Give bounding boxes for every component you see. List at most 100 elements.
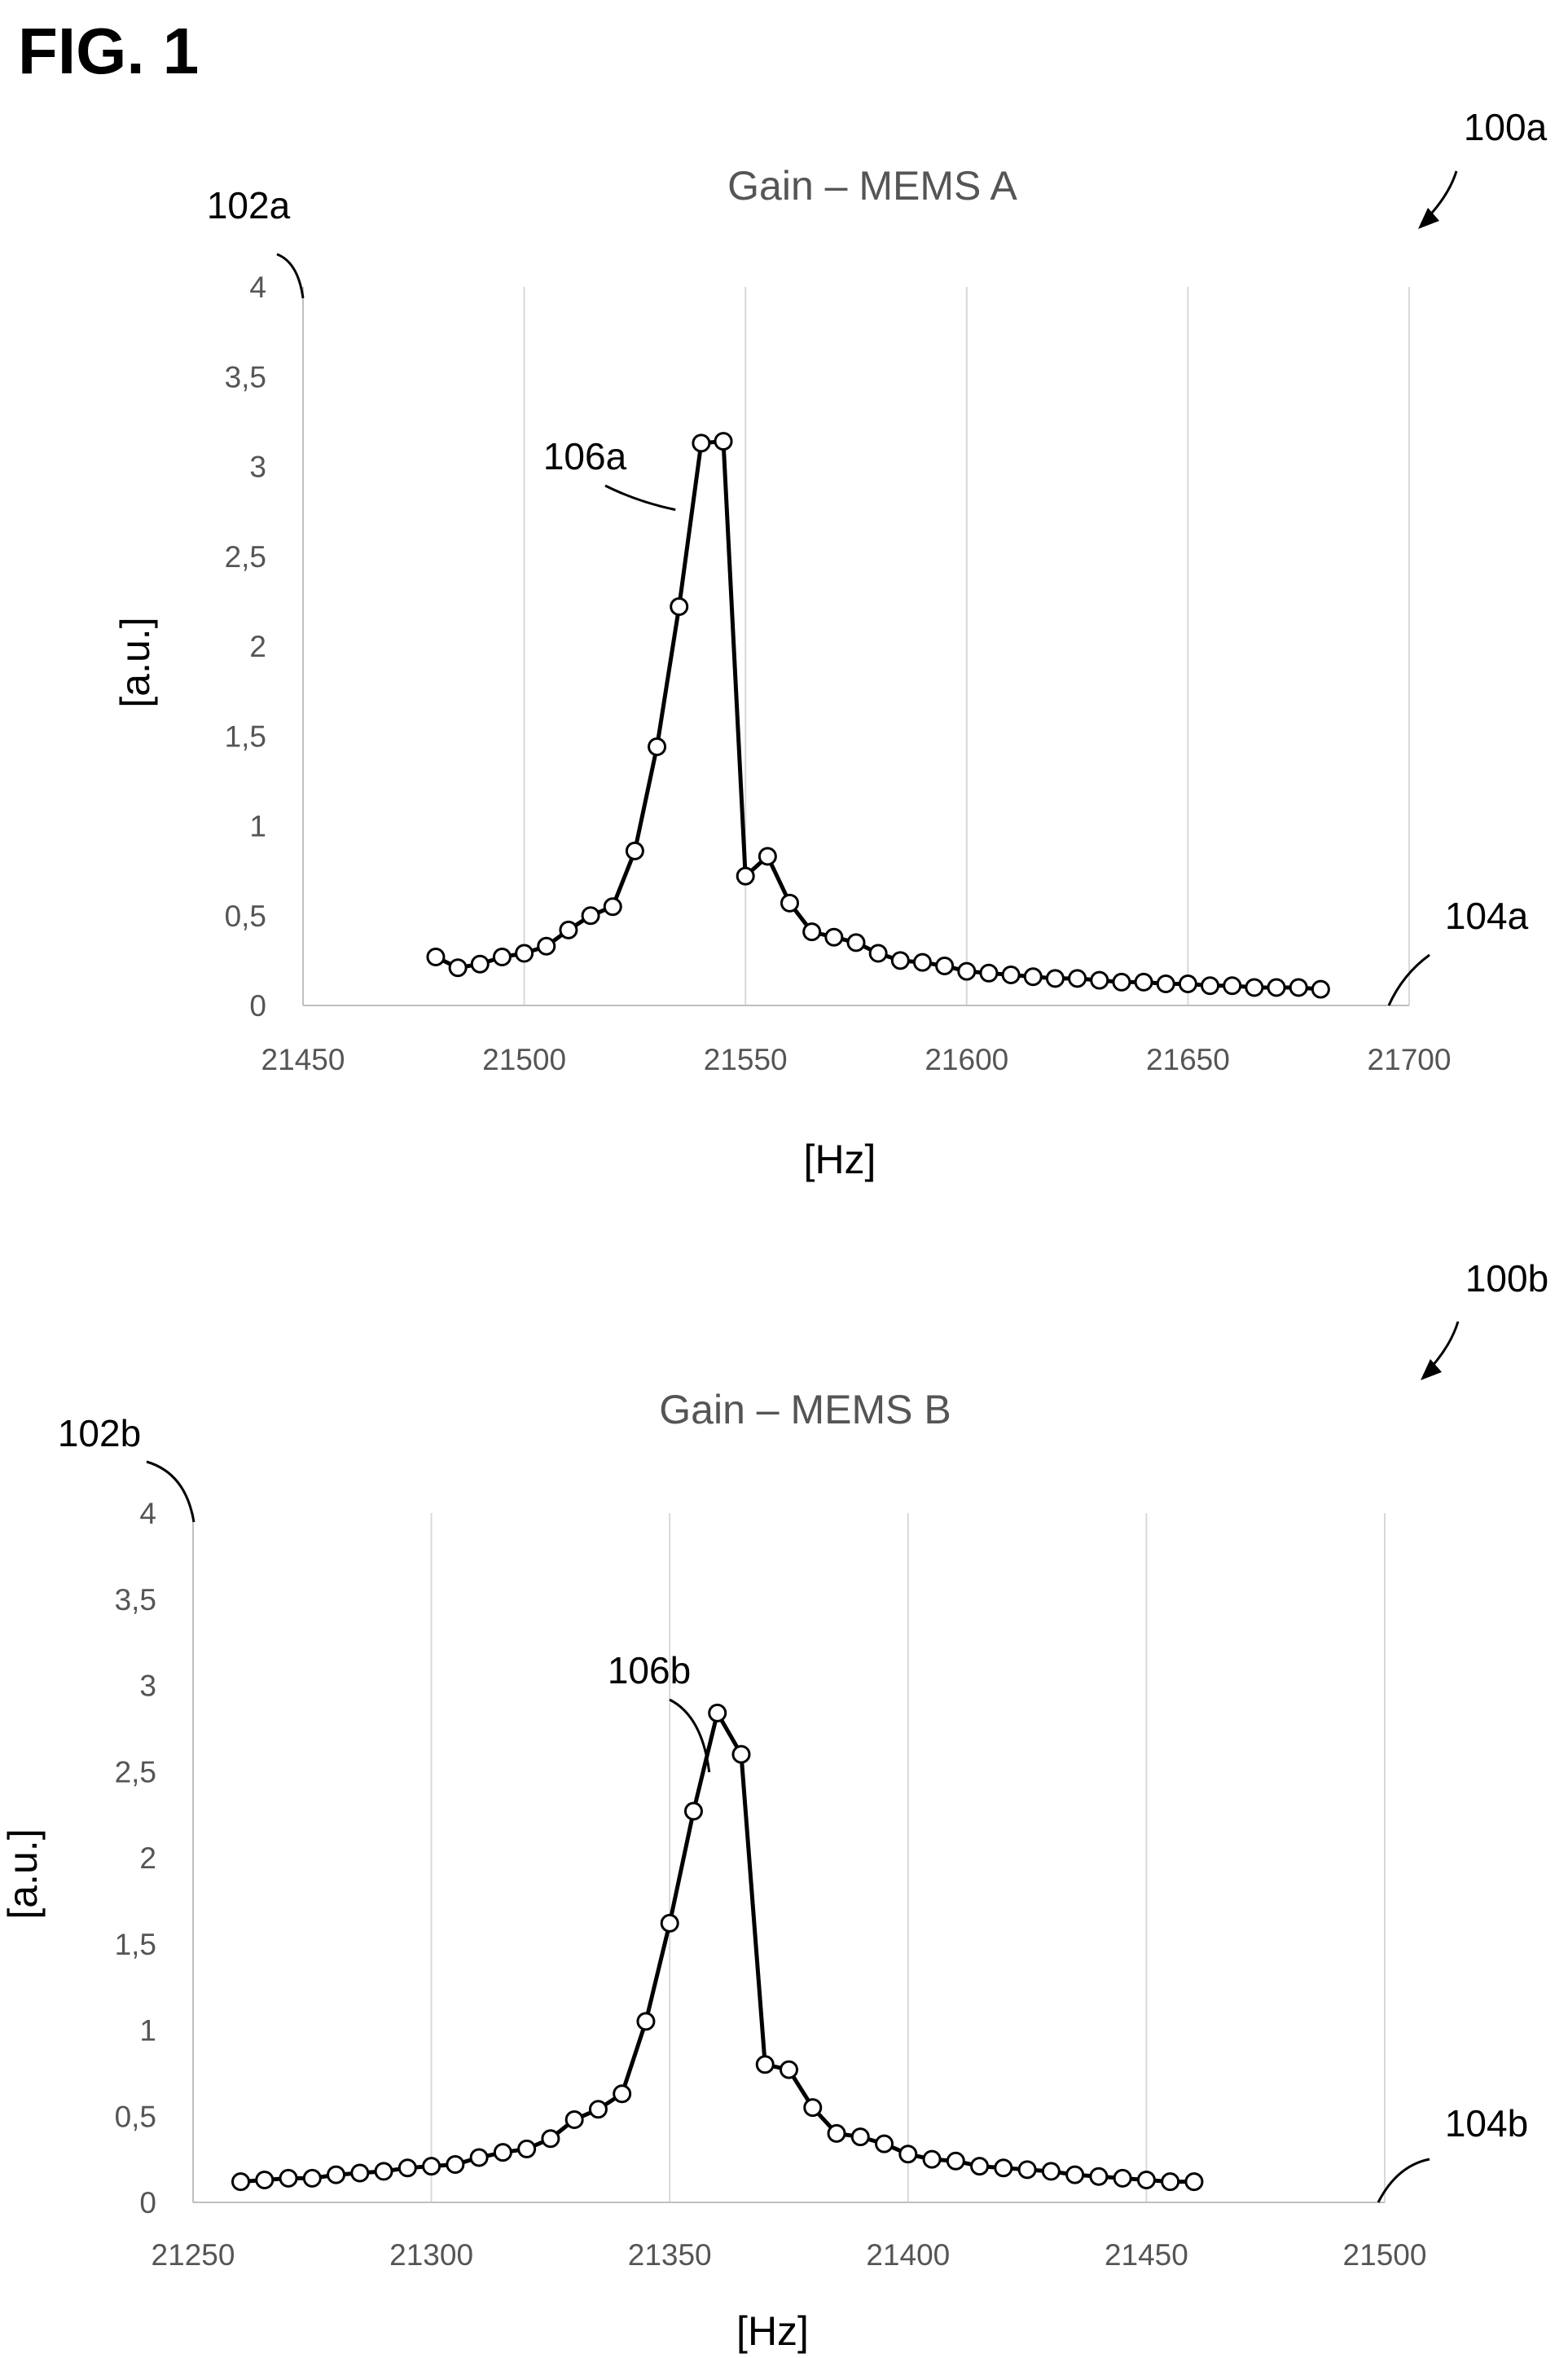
data-point [492,947,512,966]
data-point [493,2143,512,2162]
x-tick-label: 21500 [1343,2238,1427,2272]
data-point [824,927,844,947]
figure-label: FIG. 1 [18,15,199,87]
figure-ref-label: 100b [1465,1257,1548,1300]
x-tick-label: 21450 [1105,2238,1188,2272]
data-point [714,432,733,451]
x-tick-label: 21250 [152,2238,235,2272]
data-point [648,737,667,756]
data-point [1184,2172,1204,2192]
figure-ref-arrowhead [1421,1359,1442,1380]
chart-title: Gain – MEMS B [659,1387,951,1432]
data-point [758,847,777,866]
y-axis-ref-label: 102a [207,184,291,227]
chart-mems-b: Gain – MEMS B 0 0,5 1 1,5 2 2,5 3 3,5 4 21250 21300… [0,1257,1548,2354]
x-axis-label: [Hz] [736,2308,809,2354]
y-axis-ref-leader [276,253,305,299]
data-point [875,2134,894,2153]
figure-ref-label: 100a [1464,106,1548,148]
series-line [240,1710,1194,2184]
data-point [970,2157,990,2176]
curve-ref-label: 106a [543,435,627,477]
figure-ref-arrowhead [1418,208,1439,229]
data-point [957,961,977,981]
curve-ref-label: 106b [608,1649,691,1692]
data-point [279,2168,298,2188]
x-axis-ref-label: 104a [1445,895,1529,937]
data-point [692,433,711,453]
x-tick-label: 21550 [704,1043,788,1076]
y-tick-label: 2 [139,1841,156,1875]
chart-mems-a: Gain – MEMS A 0 0,5 1 1,5 2 2,5 3 3,5 4 21450 21500… [112,106,1548,1182]
data-point [613,2084,632,2104]
data-point [670,596,689,616]
data-point [708,1703,727,1722]
data-point [397,2158,417,2178]
data-point [564,2109,584,2129]
data-point [581,906,600,926]
y-tick-label: 2,5 [115,1755,156,1788]
data-point [1223,976,1242,996]
data-point [935,956,955,975]
data-point [1068,969,1087,988]
data-point [922,2149,942,2169]
y-tick-label: 1 [139,2014,156,2048]
data-point [890,951,910,970]
y-tick-label: 2,5 [225,540,266,574]
x-tick-label: 21300 [389,2238,473,2272]
data-point [1267,978,1286,997]
data-point [803,2098,823,2118]
data-point [898,2145,918,2164]
data-point [448,958,468,978]
x-axis-ref-leader [1377,2158,1430,2203]
data-point [255,2171,275,2190]
data-point [979,963,999,983]
y-axis-label: [a.u.] [112,617,158,707]
curve-leader-line [669,1698,711,1773]
x-axis-ref-label: 104b [1445,2102,1528,2145]
y-tick-label: 1,5 [225,719,266,753]
data-point [802,922,822,942]
y-tick-label: 2 [249,630,266,663]
x-axis-ref-leader [1387,953,1430,1006]
data-point [1041,2162,1061,2181]
y-axis-label: [a.u.] [0,1828,46,1919]
data-point [1289,978,1308,997]
data-point [1178,974,1197,994]
data-point [625,841,644,860]
data-point [350,2163,370,2183]
data-point [1017,2160,1037,2180]
data-point [470,954,490,974]
data-point [1156,974,1175,994]
data-point [1245,978,1264,997]
y-tick-label: 0 [249,989,266,1023]
data-point [1023,967,1043,987]
y-tick-label: 4 [139,1497,156,1530]
data-point [1001,966,1021,985]
data-point [1090,970,1109,990]
data-point [660,1913,679,1933]
x-tick-label: 21650 [1146,1043,1230,1076]
curve-leader-line [604,484,676,512]
data-point [1045,969,1065,988]
y-tick-label: 1,5 [115,1928,156,1961]
data-point [541,2129,560,2149]
y-tick-label: 3 [249,451,266,484]
data-point [327,2165,346,2184]
data-point [827,2123,846,2143]
data-point [994,2158,1013,2178]
y-tick-label: 3,5 [225,360,266,394]
y-tick-label: 3,5 [115,1583,156,1617]
data-point [469,2148,489,2167]
data-point [780,2060,798,2079]
y-tick-label: 0,5 [225,900,266,933]
data-point [559,920,578,939]
data-point [231,2172,251,2192]
data-point [636,2012,656,2031]
y-tick-label: 0,5 [115,2100,156,2133]
data-point [850,2127,870,2147]
data-point [302,2168,322,2188]
y-tick-label: 1 [249,810,266,843]
data-point [1311,979,1330,999]
